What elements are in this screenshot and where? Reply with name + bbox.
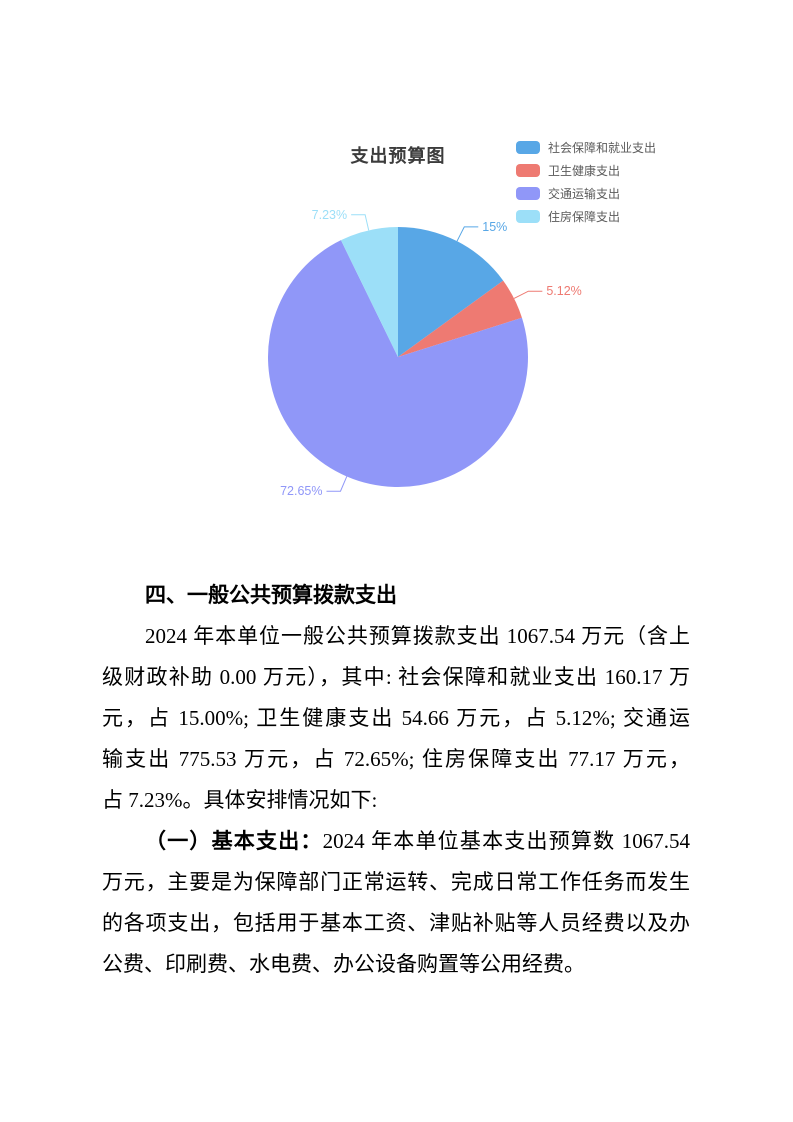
paragraph-line: 2024 年本单位一般公共预算拨款支出 1067.54 万元（含上	[145, 624, 690, 648]
pie-percent-label: 7.23%	[312, 208, 347, 222]
legend-label: 卫生健康支出	[548, 164, 621, 178]
paragraph-line: 占 7.23%。具体安排情况如下:	[102, 788, 378, 812]
pie-slice	[340, 227, 398, 357]
pie-label-line	[513, 290, 543, 299]
paragraph-line: （一）基本支出：2024 年本单位基本支出预算数 1067.54	[102, 821, 690, 862]
legend-swatch-icon	[516, 141, 540, 154]
para2-bold-lead: （一）基本支出：	[145, 830, 323, 853]
legend-item: 交通运输支出	[516, 187, 656, 201]
paragraph-line: 输支出 775.53 万元，占 72.65%; 住房保障支出 77.17 万元，	[102, 747, 690, 771]
paragraph-line: 元，占 15.00%; 卫生健康支出 54.66 万元，占 5.12%; 交通运	[102, 706, 690, 730]
pie-label-line	[456, 226, 479, 242]
chart-title: 支出预算图	[350, 146, 446, 166]
legend-item: 社会保障和就业支出	[516, 141, 657, 155]
legend-label: 交通运输支出	[548, 187, 621, 201]
pie-percent-label: 5.12%	[546, 284, 581, 298]
chart-legend: 社会保障和就业支出 卫生健康支出 交通运输支出 住房保障支出	[516, 141, 657, 224]
pie-slice	[398, 227, 504, 357]
paragraph-line: 万元，主要是为保障部门正常运转、完成日常工作任务而发生	[102, 870, 690, 894]
legend-swatch-icon	[516, 210, 540, 223]
para2-first-line-rest: 2024 年本单位基本支出预算数 1067.54	[322, 829, 691, 853]
legend-swatch-icon	[516, 164, 540, 177]
pie-slice	[398, 280, 522, 357]
section-heading: 四、一般公共预算拨款支出	[145, 584, 397, 607]
pie-label-line	[326, 476, 348, 492]
pie-slice	[268, 240, 529, 487]
pie-svg: 15% 5.12% 72.65% 7.23%	[268, 208, 582, 498]
legend-swatch-icon	[516, 187, 540, 200]
pie-percent-label: 15%	[482, 220, 507, 234]
paragraph-line: 公费、印刷费、水电费、办公设备购置等公用经费。	[102, 952, 585, 976]
paragraph-line: 的各项支出，包括用于基本工资、津贴补贴等人员经费以及办	[102, 911, 690, 935]
paragraph-line: 级财政补助 0.00 万元），其中: 社会保障和就业支出 160.17 万	[102, 665, 690, 689]
legend-item: 卫生健康支出	[516, 164, 656, 178]
pie-percent-label: 72.65%	[280, 484, 322, 498]
document-body: 四、一般公共预算拨款支出 2024 年本单位一般公共预算拨款支出 1067.54…	[102, 575, 690, 985]
legend-item: 住房保障支出	[516, 210, 656, 224]
legend-label: 住房保障支出	[548, 210, 621, 224]
legend-label: 社会保障和就业支出	[548, 141, 657, 155]
pie-label-line	[351, 214, 370, 231]
